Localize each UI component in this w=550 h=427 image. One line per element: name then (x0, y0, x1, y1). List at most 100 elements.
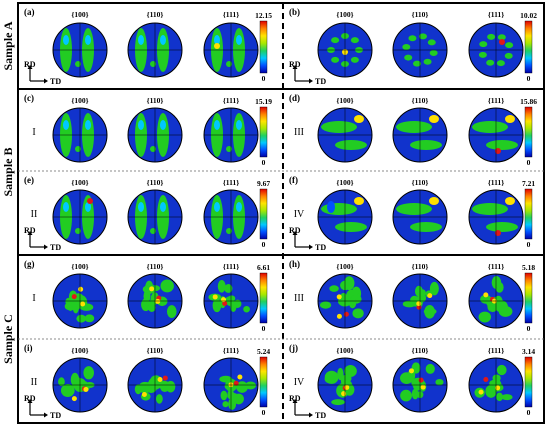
panel-b: (b) {100} {110} {111} 10.02 0 RD TD (289, 7, 537, 86)
texture-peak (336, 313, 342, 319)
texture-peak (221, 297, 227, 303)
pole-figure-h-1 (392, 273, 448, 329)
plane-label: {100} (336, 178, 353, 187)
condition-label: II (31, 209, 38, 220)
texture-ring-spot (350, 37, 359, 44)
plane-label: {100} (71, 346, 88, 355)
panel-f: (f) {100} {110} {111} 7.21 0 IV RD TD (289, 175, 535, 252)
pole-figure-j-2 (468, 357, 524, 413)
texture-ring-spot (331, 56, 340, 63)
pole-figure-outline (203, 22, 259, 78)
texture-band (410, 222, 442, 232)
texture-blob (166, 305, 177, 319)
plane-label: {111} (488, 10, 504, 19)
pole-figure-outline (468, 189, 524, 245)
texture-peak (222, 301, 228, 307)
texture-ring-spot (402, 44, 411, 51)
pole-figure-i-0 (52, 357, 108, 413)
pole-figure-b-1 (392, 22, 448, 78)
texture-peak (343, 311, 349, 317)
plane-label: {110} (412, 96, 429, 105)
texture-blob (230, 301, 237, 313)
texture-blob (399, 372, 414, 385)
texture-blob (134, 384, 142, 395)
panel-label: (d) (289, 93, 300, 103)
panel-label: (g) (24, 259, 35, 269)
texture-peak (155, 298, 161, 304)
colorbar-max-label: 15.19 (255, 97, 272, 106)
colorbar (524, 106, 533, 158)
texture-spot (226, 61, 232, 67)
plane-label: {100} (71, 10, 88, 19)
pole-figure-g-2 (203, 273, 259, 329)
texture-spot (63, 202, 69, 212)
texture-band (335, 140, 367, 150)
texture-spot (327, 201, 335, 213)
texture-band (396, 203, 432, 215)
texture-peak (495, 230, 501, 236)
td-arrowhead (309, 412, 313, 418)
plane-label: {100} (71, 96, 88, 105)
colorbar (259, 188, 268, 240)
texture-peak (87, 198, 93, 204)
colorbar-max-label: 10.02 (520, 11, 537, 20)
colorbar-max-label: 7.21 (522, 179, 535, 188)
colorbar-min-label: 0 (262, 240, 266, 249)
pole-figure-outline (52, 22, 108, 78)
colorbar-min-label: 0 (262, 408, 266, 417)
pole-figure-outline (317, 189, 373, 245)
texture-blob (143, 289, 151, 303)
texture-blob (496, 364, 507, 376)
texture-peak (157, 376, 163, 382)
pole-figure-b-2 (468, 22, 524, 78)
texture-blob (429, 281, 439, 296)
texture-blob (319, 301, 332, 309)
colorbar (259, 106, 268, 158)
pole-figure-e-1 (127, 189, 183, 245)
texture-spot (160, 35, 166, 45)
texture-spot (63, 120, 69, 130)
pole-figure-outline (392, 273, 448, 329)
texture-blob (329, 285, 339, 292)
pole-figure-outline (468, 273, 524, 329)
plane-label: {100} (71, 178, 88, 187)
texture-blob (348, 297, 357, 309)
texture-peak (416, 301, 422, 307)
texture-peak (408, 368, 414, 374)
texture-peak (149, 286, 155, 292)
pole-figure-outline (203, 357, 259, 413)
texture-peak (83, 386, 89, 392)
plane-label: {100} (71, 262, 88, 271)
texture-spot (214, 120, 220, 130)
texture-ring-spot (418, 33, 427, 40)
texture-ring-spot (427, 39, 436, 46)
rd-label: RD (289, 226, 301, 235)
texture-peak (141, 392, 147, 398)
colorbar (524, 188, 533, 240)
pole-figure-f-2 (468, 189, 524, 245)
pole-figure-outline (392, 107, 448, 163)
texture-blob (496, 392, 504, 402)
plane-label: {100} (336, 262, 353, 271)
texture-spot (150, 146, 156, 152)
pole-figure-outline (203, 273, 259, 329)
texture-ring-spot (497, 34, 506, 41)
td-label: TD (50, 243, 61, 252)
plane-label: {111} (223, 10, 239, 19)
colorbar-max-label: 9.67 (257, 179, 270, 188)
texture-spot (138, 35, 144, 45)
texture-blob (225, 296, 235, 304)
plane-label: {110} (147, 262, 164, 271)
texture-spot (138, 120, 144, 130)
texture-blob (83, 366, 94, 380)
texture-spot (505, 197, 515, 205)
colorbar-min-label: 0 (527, 74, 531, 83)
sample-a-label: Sample A (1, 21, 15, 70)
pole-figure-outline (127, 189, 183, 245)
pole-figure-i-1 (127, 357, 183, 413)
pole-figure-outline (392, 357, 448, 413)
plane-label: {110} (412, 178, 429, 187)
plane-label: {100} (336, 10, 353, 19)
texture-band (396, 121, 432, 133)
